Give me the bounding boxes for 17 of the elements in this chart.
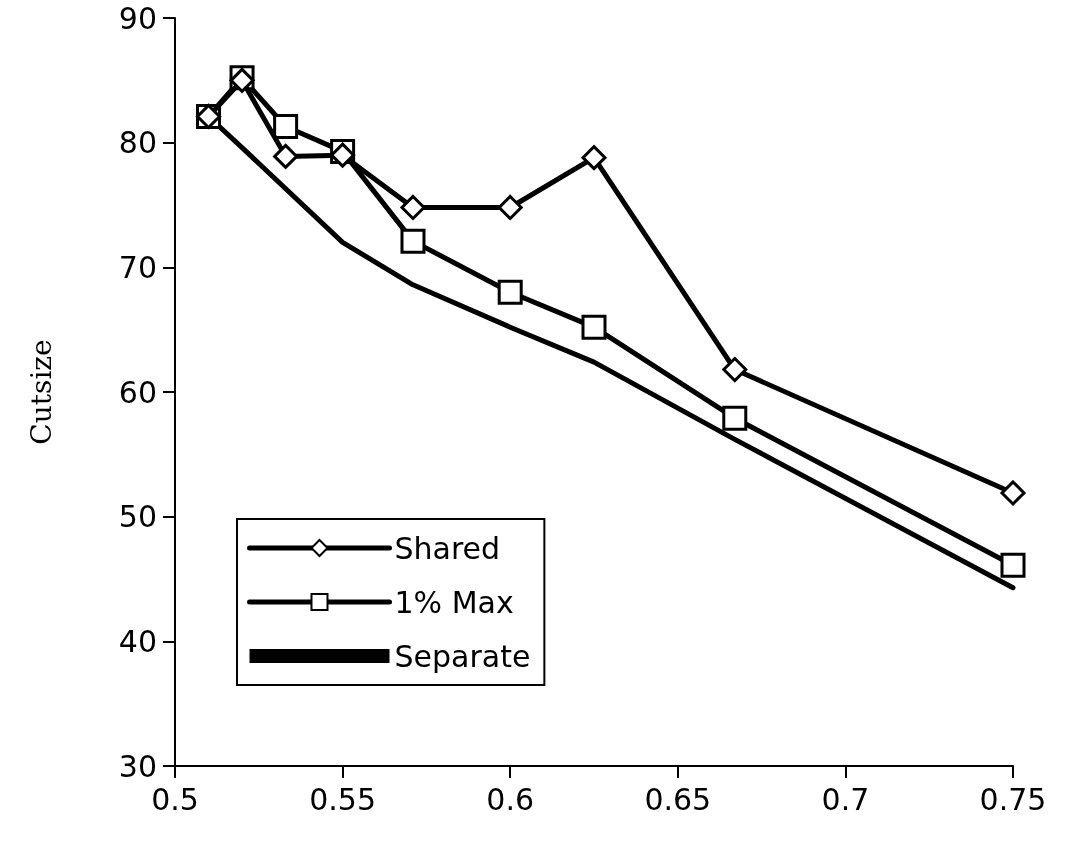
x-tick-label: 0.6 <box>486 781 535 817</box>
y-tick-label: 80 <box>118 125 157 161</box>
legend-label: Separate <box>394 638 531 674</box>
y-tick-label: 90 <box>118 0 157 36</box>
legend-label: 1% Max <box>394 584 514 620</box>
y-tick-label: 60 <box>118 374 157 410</box>
y-tick-label: 30 <box>118 748 157 784</box>
y-tick-label: 70 <box>118 249 157 285</box>
y-axis-title: Cutsize <box>24 339 58 445</box>
y-tick-label: 40 <box>118 623 157 659</box>
y-tick-label: 50 <box>118 499 157 535</box>
legend-label: Shared <box>394 530 501 566</box>
x-tick-label: 0.5 <box>151 781 199 817</box>
x-tick-label: 0.55 <box>309 781 376 817</box>
x-tick-label: 0.65 <box>644 781 712 817</box>
x-tick-label: 0.75 <box>979 781 1047 817</box>
x-tick-label: 0.7 <box>821 781 870 817</box>
